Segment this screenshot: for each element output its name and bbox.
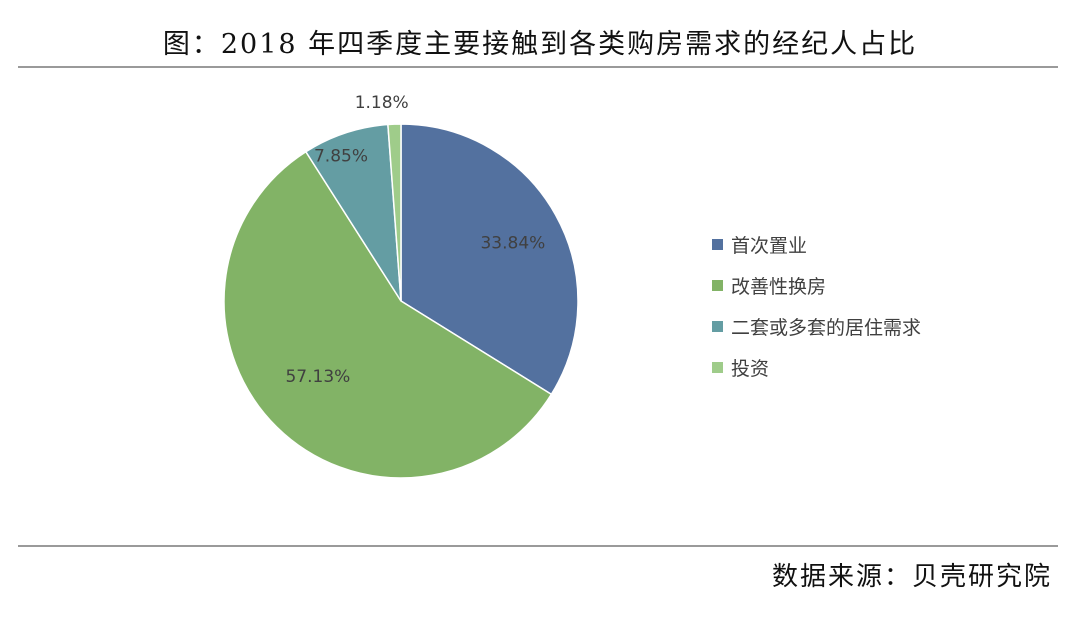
pie-slice-4: [387, 123, 402, 302]
pie-slices: [223, 123, 579, 479]
top-divider: [18, 66, 1058, 68]
pie-data-label-1: 33.84%: [480, 234, 545, 254]
pie-data-label-4: 1.18%: [355, 93, 409, 113]
legend-swatch: [712, 280, 723, 291]
chart-legend: 首次置业改善性换房二套或多套的居住需求 投资: [712, 224, 921, 388]
pie-slice-1: [400, 123, 579, 396]
legend-swatch: [712, 239, 723, 250]
bottom-divider: [18, 545, 1058, 547]
legend-item-4: 投资: [712, 347, 921, 388]
legend-label: 首次置业: [731, 235, 808, 257]
pie-slice-2: [223, 150, 553, 479]
chart-title: 图：2018 年四季度主要接触到各类购房需求的经纪人占比: [162, 29, 918, 60]
legend-label: 改善性换房: [731, 276, 827, 298]
pie-data-label-3: 7.85%: [314, 147, 368, 167]
legend-swatch: [712, 362, 723, 373]
legend-label: 二套或多套的居住需求: [731, 317, 922, 339]
legend-item-3: 二套或多套的居住需求: [712, 306, 921, 347]
legend-item-2: 改善性换房: [712, 265, 921, 306]
legend-item-1: 首次置业: [712, 224, 921, 265]
legend-swatch: [712, 321, 723, 332]
pie-data-label-2: 57.13%: [285, 367, 350, 387]
pie-labels: 33.84% 57.13% 7.85% 1.18%: [285, 93, 545, 387]
legend-label: 投资: [731, 358, 770, 380]
data-source-note: 数据来源：贝壳研究院: [771, 562, 1052, 592]
